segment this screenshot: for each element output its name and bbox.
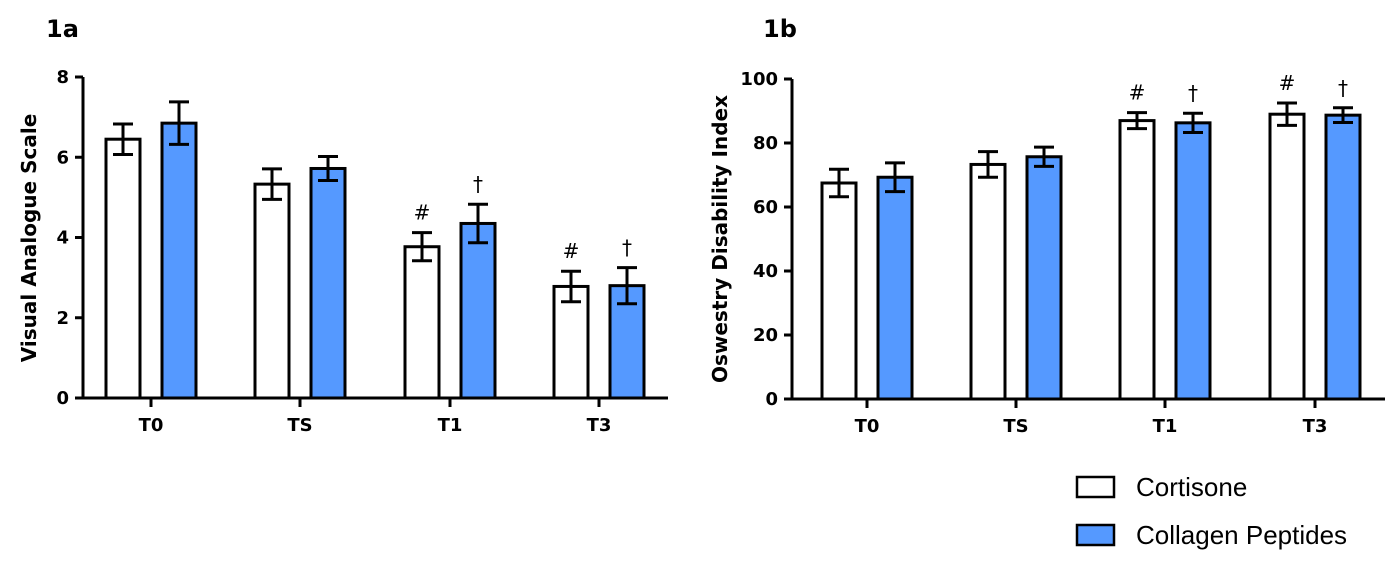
bar-b-s1-1: [1025, 155, 1063, 401]
panel-label-1b: 1b: [763, 15, 797, 43]
bar-a-s1-2: [459, 221, 497, 400]
y-tick-label-a-2: 4: [56, 228, 69, 249]
x-tick-label-a-3: T3: [587, 415, 612, 436]
x-tick-label-b-1: TS: [1003, 416, 1028, 437]
bar-a-s1-1: [309, 166, 347, 400]
y-tick-label-a-1: 2: [56, 308, 69, 329]
legend-label-collagen-peptides: Collagen Peptides: [1136, 520, 1347, 550]
x-tick-label-b-3: T3: [1303, 416, 1328, 437]
y-tick-label-a-0: 0: [56, 388, 69, 409]
bar-b-s0-0: [820, 181, 858, 401]
bar-b-s0-3: [1268, 112, 1306, 401]
panel-1b: 1b Oswestry Disability Index 0 20 40 60 80 10…: [708, 15, 1385, 437]
bar-b-s1-2: [1174, 121, 1212, 401]
significance-marker-b-s0-2: #: [1129, 81, 1146, 105]
y-tick-label-b-2: 40: [753, 261, 778, 282]
legend-label-cortisone: Cortisone: [1136, 472, 1247, 502]
legend-swatch-collagen-peptides: [1075, 523, 1116, 547]
bar-b-s1-3: [1324, 113, 1362, 401]
legend-swatch-cortisone: [1075, 475, 1116, 499]
bar-a-s1-0: [160, 121, 198, 400]
y-tick-label-b-5: 100: [740, 69, 778, 90]
x-tick-label-a-2: T1: [438, 415, 463, 436]
y-tick-label-b-0: 0: [765, 389, 778, 410]
bar-a-s0-3: [552, 284, 590, 400]
bar-a-s0-0: [104, 137, 142, 400]
bar-a-s0-2: [403, 245, 441, 400]
bar-b-s1-0: [876, 175, 914, 401]
bar-a-s0-1: [253, 182, 291, 400]
x-tick-label-b-2: T1: [1153, 416, 1178, 437]
panel-1b-marks: 0 20 40 60 80 100 T0 TS T1 # † T3 # †: [740, 69, 1385, 437]
x-tick-label-a-1: TS: [287, 415, 312, 436]
y-axis-title-1a: Visual Analogue Scale: [17, 114, 41, 363]
legend: Cortisone Collagen Peptides: [1075, 472, 1347, 550]
y-axis-title-1b: Oswestry Disability Index: [708, 95, 732, 383]
significance-marker-a-s1-3: †: [622, 236, 632, 260]
x-tick-label-b-0: T0: [855, 416, 880, 437]
panel-1a-marks: 0 2 4 6 8 T0 TS T1 # † T3 # †: [56, 67, 668, 436]
y-tick-label-b-4: 80: [753, 133, 778, 154]
bar-b-s0-1: [969, 162, 1007, 401]
y-tick-label-b-1: 20: [753, 325, 778, 346]
significance-marker-b-s1-2: †: [1188, 81, 1198, 105]
significance-marker-a-s0-3: #: [563, 239, 580, 263]
y-tick-label-a-3: 6: [56, 147, 69, 168]
significance-marker-b-s1-3: †: [1338, 76, 1348, 100]
significance-marker-a-s1-2: †: [473, 172, 483, 196]
panel-label-1a: 1a: [46, 15, 79, 43]
panel-1a: 1a Visual Analogue Scale 0 2 4 6 8 T0 TS T1 # † T3…: [17, 15, 668, 436]
y-tick-label-b-3: 60: [753, 197, 778, 218]
significance-marker-a-s0-2: #: [414, 201, 431, 225]
bar-b-s0-2: [1118, 119, 1156, 401]
significance-marker-b-s0-3: #: [1279, 71, 1296, 95]
x-tick-label-a-0: T0: [139, 415, 164, 436]
y-tick-label-a-4: 8: [56, 67, 69, 88]
